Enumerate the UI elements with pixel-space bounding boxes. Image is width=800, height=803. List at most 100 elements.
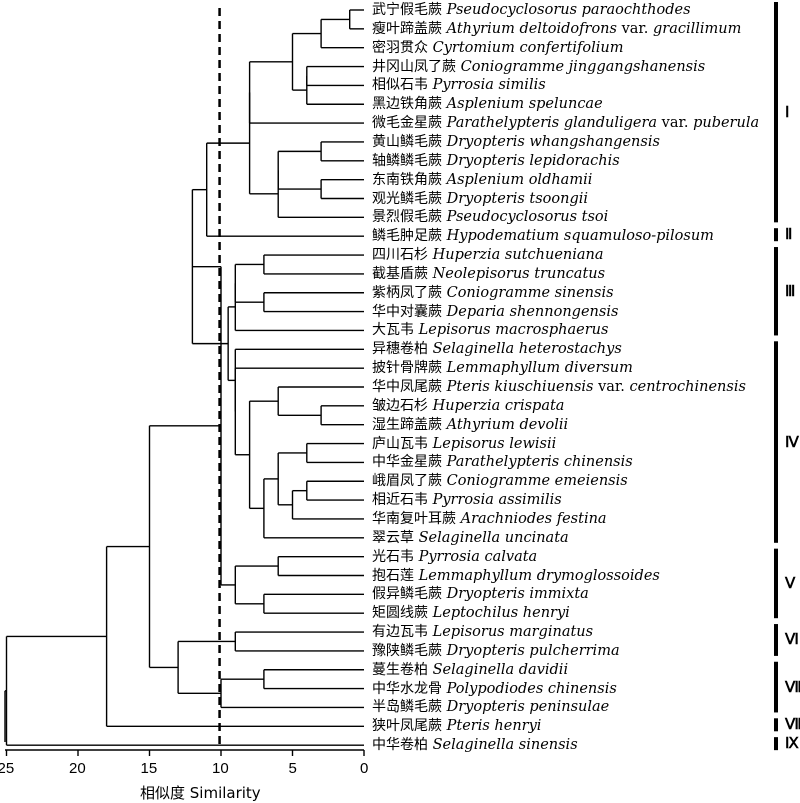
species-latin-name: Parathelypteris glanduligera — [446, 115, 658, 132]
leaf-label: 华中凤尾蕨 Pteris kiuschiuensis var. centroch… — [372, 378, 746, 396]
leaf-label: 狭叶凤尾蕨 Pteris henryi — [372, 717, 541, 735]
variety-name: centrochinensis — [629, 379, 746, 395]
species-chinese-name: 异穗卷柏 — [372, 341, 428, 358]
species-latin-name: Arachniodes festina — [460, 510, 607, 527]
leaf-label: 武宁假毛蕨 Pseudocyclosorus paraochthodes — [372, 1, 691, 19]
species-latin-name: Asplenium speluncae — [446, 96, 603, 113]
leaf-label: 矩圆线蕨 Leptochilus henryi — [372, 604, 570, 622]
leaf-label: 紫柄凤了蕨 Coniogramme sinensis — [372, 284, 614, 302]
cluster-bracket — [774, 624, 778, 656]
species-latin-name: Athyrium devolii — [446, 416, 569, 433]
species-latin-name: Pyrrosia assimilis — [432, 492, 562, 509]
cluster-label: Ⅵ — [785, 632, 799, 649]
species-latin-name: Lepisorus marginatus — [432, 624, 594, 641]
leaf-label: 四川石杉 Huperzia sutchueniana — [372, 246, 604, 264]
species-chinese-name: 黄山鳞毛蕨 — [372, 133, 442, 150]
species-chinese-name: 皱边石杉 — [372, 397, 428, 414]
cluster-bracket — [774, 228, 778, 242]
species-latin-name: Selaginella davidii — [432, 661, 569, 678]
species-latin-name: Coniogramme emeiensis — [446, 473, 628, 490]
species-chinese-name: 截基盾蕨 — [372, 265, 428, 282]
species-chinese-name: 蔓生卷柏 — [372, 661, 428, 678]
dendrogram-branches — [4, 9, 364, 746]
leaf-label: 半岛鳞毛蕨 Dryopteris peninsulae — [372, 698, 609, 716]
species-chinese-name: 光石韦 — [372, 548, 414, 565]
leaf-label: 景烈假毛蕨 Pseudocyclosorus tsoi — [372, 208, 608, 226]
x-axis-tick-label: 20 — [69, 760, 86, 777]
leaf-label: 光石韦 Pyrrosia calvata — [372, 548, 537, 566]
species-chinese-name: 观光鳞毛蕨 — [372, 190, 442, 207]
species-latin-name: Dryopteris tsoongii — [446, 190, 589, 207]
species-latin-name: Huperzia sutchueniana — [432, 247, 604, 264]
leaf-label: 井冈山凤了蕨 Coniogramme jinggangshanensis — [372, 58, 705, 76]
species-latin-name: Dryopteris peninsulae — [446, 699, 610, 716]
species-latin-name: Asplenium oldhamii — [446, 171, 593, 188]
cluster-brackets — [774, 2, 778, 751]
cluster-label: Ⅸ — [785, 736, 799, 753]
species-latin-name: Dryopteris whangshangensis — [446, 133, 660, 150]
leaf-label: 有边瓦韦 Lepisorus marginatus — [372, 623, 593, 641]
species-latin-name: Pseudocyclosorus tsoi — [446, 209, 609, 226]
leaf-label: 异穗卷柏 Selaginella heterostachys — [372, 340, 622, 358]
species-chinese-name: 中华卷柏 — [372, 737, 428, 754]
variety-marker: var. — [621, 20, 649, 37]
cluster-bracket — [774, 737, 778, 751]
x-axis-title: 相似度 Similarity — [140, 784, 261, 802]
leaf-label: 华南复叶耳蕨 Arachniodes festina — [372, 510, 607, 528]
leaf-label: 豫陕鳞毛蕨 Dryopteris pulcherrima — [372, 642, 620, 660]
species-latin-name: Neolepisorus truncatus — [432, 265, 606, 282]
species-chinese-name: 轴鳞鳞毛蕨 — [372, 152, 442, 169]
leaf-label: 峨眉凤了蕨 Coniogramme emeiensis — [372, 472, 628, 490]
variety-marker: var. — [598, 379, 625, 395]
species-latin-name: Lepisorus macrosphaerus — [418, 322, 609, 339]
species-chinese-name: 华中对囊蕨 — [372, 303, 442, 320]
species-chinese-name: 密羽贯众 — [372, 39, 428, 56]
species-latin-name: Coniogramme sinensis — [446, 284, 614, 301]
species-chinese-name: 景烈假毛蕨 — [372, 209, 442, 226]
variety-name: puberula — [693, 115, 760, 132]
leaf-label: 庐山瓦韦 Lepisorus lewisii — [372, 435, 556, 453]
species-chinese-name: 狭叶凤尾蕨 — [372, 718, 442, 735]
x-axis — [5, 749, 365, 756]
cluster-bracket — [774, 2, 778, 223]
leaf-label: 密羽贯众 Cyrtomium confertifolium — [372, 39, 623, 57]
species-chinese-name: 披针骨牌蕨 — [372, 360, 442, 377]
species-latin-name: Lepisorus lewisii — [432, 435, 557, 452]
leaf-label: 中华卷柏 Selaginella sinensis — [372, 736, 578, 754]
species-chinese-name: 湿生蹄盖蕨 — [372, 416, 442, 433]
leaf-label: 相似石韦 Pyrrosia similis — [372, 76, 546, 94]
species-latin-name: Polypodiodes chinensis — [446, 680, 617, 697]
species-latin-name: Pyrrosia similis — [432, 77, 546, 94]
cluster-label: Ⅷ — [785, 717, 800, 734]
leaf-label: 相近石韦 Pyrrosia assimilis — [372, 491, 562, 509]
leaf-label: 微毛金星蕨 Parathelypteris glanduligera var. … — [372, 114, 759, 132]
leaf-label: 湿生蹄盖蕨 Athyrium devolii — [372, 416, 568, 434]
species-latin-name: Dryopteris immixta — [446, 586, 589, 603]
species-latin-name: Dryopteris lepidorachis — [446, 152, 620, 169]
cluster-bracket — [774, 247, 778, 336]
species-chinese-name: 微毛金星蕨 — [372, 115, 442, 132]
species-latin-name: Parathelypteris chinensis — [446, 454, 633, 471]
species-chinese-name: 有边瓦韦 — [372, 624, 428, 641]
leaf-label: 翠云草 Selaginella uncinata — [372, 529, 569, 547]
species-chinese-name: 中华水龙骨 — [372, 680, 442, 697]
cluster-label: Ⅰ — [785, 104, 790, 121]
species-chinese-name: 半岛鳞毛蕨 — [372, 699, 442, 716]
leaf-label: 鳞毛肿足蕨 Hypodematium squamuloso-pilosum — [372, 227, 714, 245]
species-chinese-name: 中华金星蕨 — [372, 454, 442, 471]
species-chinese-name: 庐山瓦韦 — [372, 435, 428, 452]
species-chinese-name: 峨眉凤了蕨 — [372, 473, 442, 490]
cluster-label: Ⅴ — [785, 575, 796, 592]
leaf-label: 披针骨牌蕨 Lemmaphyllum diversum — [372, 359, 633, 377]
species-latin-name: Leptochilus henryi — [432, 605, 570, 622]
cluster-label: Ⅳ — [785, 434, 799, 451]
species-chinese-name: 假异鳞毛蕨 — [372, 586, 442, 603]
cluster-label: Ⅶ — [785, 679, 800, 696]
leaf-label: 假异鳞毛蕨 Dryopteris immixta — [372, 585, 589, 603]
cluster-bracket — [774, 718, 778, 732]
species-chinese-name: 相似石韦 — [372, 77, 428, 94]
species-latin-name: Athyrium deltoidofrons — [446, 20, 617, 37]
species-latin-name: Lemmaphyllum diversum — [446, 360, 633, 377]
species-latin-name: Dryopteris pulcherrima — [446, 642, 620, 659]
